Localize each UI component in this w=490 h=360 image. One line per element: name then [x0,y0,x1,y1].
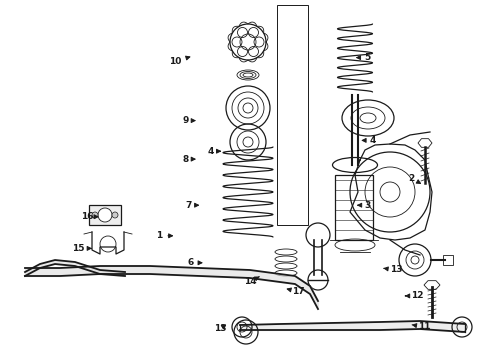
Text: 9: 9 [182,116,195,125]
Text: 6: 6 [188,258,202,267]
Text: 16: 16 [81,212,98,221]
Circle shape [98,208,112,222]
Bar [277,5,308,225]
Text: 5: 5 [357,53,370,62]
Text: 4: 4 [207,147,220,156]
Text: 15: 15 [72,244,91,253]
Text: 7: 7 [185,201,198,210]
Text: 1: 1 [156,231,172,240]
Circle shape [112,212,118,218]
Text: 11: 11 [412,323,430,331]
Text: 13: 13 [214,324,227,333]
Text: 14: 14 [244,277,259,286]
Bar [443,255,453,265]
Text: 12: 12 [405,292,424,300]
Text: 13: 13 [384,266,402,274]
Text: 3: 3 [358,201,370,210]
Circle shape [92,212,98,218]
Bar [335,175,373,240]
Text: 4: 4 [362,136,376,145]
Text: 8: 8 [182,154,195,163]
Text: 10: 10 [169,56,190,66]
Text: 2: 2 [409,174,420,184]
Text: 17: 17 [287,287,304,296]
Bar [89,205,121,225]
